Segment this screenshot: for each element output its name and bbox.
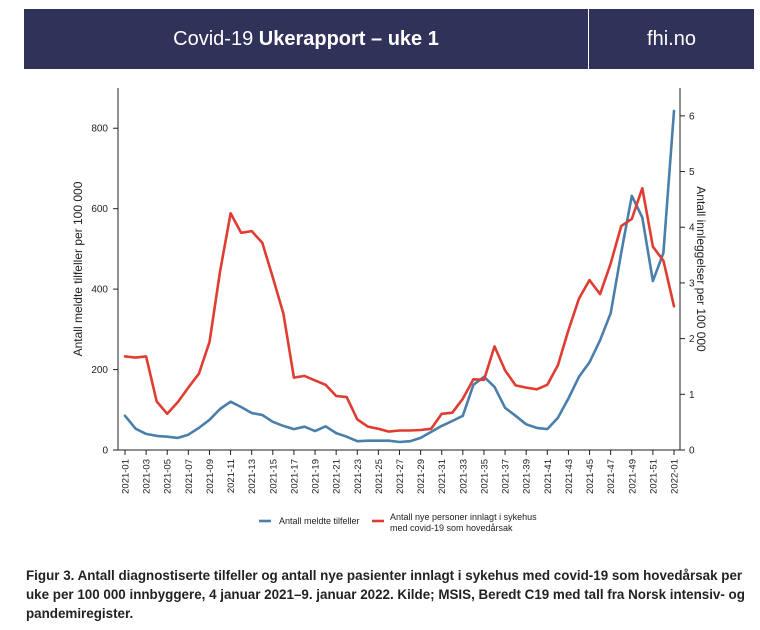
- report-title-bold: Ukerapport – uke 1: [258, 28, 439, 50]
- chart: 0 200 400 600 800 0 1 2 3 4 5 6 2021-01 2021-03 2021-0…: [71, 88, 708, 533]
- series-line-hospitalizations: [123, 186, 676, 433]
- left-y-tick-label: 200: [91, 365, 108, 376]
- header-banner: Covid-19 Ukerapport – uke 1 fhi.no: [24, 9, 754, 69]
- legend-hosp-label-line1: Antall nye personer innlagt i sykehus: [390, 512, 537, 522]
- x-tick-label: 2021-49: [627, 459, 638, 494]
- right-y-tick-label: 1: [689, 390, 695, 401]
- x-tick-label: 2021-51: [648, 459, 659, 494]
- left-y-axis-title: Antall meldte tilfeller per 100 000: [71, 181, 85, 356]
- site-name: fhi.no: [647, 28, 696, 50]
- report-title: Covid-19 Ukerapport – uke 1: [24, 9, 588, 69]
- x-tick-label: 2021-21: [332, 459, 343, 494]
- series-layer: [123, 109, 676, 444]
- x-tick-label: 2021-19: [311, 459, 322, 494]
- x-tick-label: 2021-39: [522, 459, 533, 494]
- right-y-tick-label: 6: [689, 111, 695, 122]
- left-y-tick-label: 0: [102, 446, 108, 457]
- left-y-tick-label: 600: [91, 204, 108, 215]
- x-tick-label: 2021-25: [374, 459, 385, 494]
- x-tick-label: 2021-31: [437, 459, 448, 494]
- axes-layer: 0 200 400 600 800 0 1 2 3 4 5 6 2021-01 2021-03 2021-0…: [71, 88, 708, 494]
- x-tick-label: 2021-09: [205, 459, 216, 494]
- x-tick-label: 2021-29: [416, 459, 427, 494]
- x-tick-label: 2021-05: [163, 459, 174, 494]
- left-y-tick-label: 800: [91, 124, 108, 135]
- legend: Antall meldte tilfeller Antall nye perso…: [259, 512, 537, 533]
- x-tick-label: 2021-43: [564, 459, 575, 494]
- x-tick-label: 2021-17: [289, 459, 300, 494]
- x-tick-label: 2021-07: [184, 459, 195, 494]
- report-title-prefix: Covid-19: [173, 28, 259, 50]
- banner-divider: [588, 9, 589, 69]
- legend-cases-label: Antall meldte tilfeller: [279, 516, 360, 526]
- right-y-tick-label: 4: [689, 223, 695, 234]
- x-tick-label: 2021-33: [458, 459, 469, 494]
- x-tick-label: 2021-13: [247, 459, 258, 494]
- x-tick-label: 2021-35: [479, 459, 490, 494]
- x-tick-label: 2021-23: [353, 459, 364, 494]
- right-y-tick-label: 3: [689, 278, 695, 289]
- x-tick-label: 2021-27: [395, 459, 406, 494]
- x-tick-label: 2022-01: [670, 459, 681, 494]
- right-y-axis-title: Antall innleggelser per 100 000: [694, 186, 708, 352]
- right-y-tick-label: 5: [689, 167, 695, 178]
- x-tick-label: 2021-45: [585, 459, 596, 494]
- x-tick-label: 2021-11: [226, 459, 237, 493]
- legend-hosp-label-line2: med covid-19 som hovedårsak: [390, 523, 513, 533]
- x-tick-label: 2021-41: [543, 459, 554, 494]
- x-tick-label: 2021-15: [268, 459, 279, 494]
- series-line-cases: [123, 109, 676, 444]
- x-tick-label: 2021-01: [121, 459, 132, 494]
- figure-caption: Figur 3. Antall diagnostiserte tilfeller…: [26, 568, 745, 621]
- right-y-tick-label: 2: [689, 334, 695, 345]
- x-tick-label: 2021-03: [142, 459, 153, 494]
- x-tick-label: 2021-37: [501, 459, 512, 494]
- left-y-tick-label: 400: [91, 285, 108, 296]
- right-y-tick-label: 0: [689, 446, 695, 457]
- x-tick-label: 2021-47: [606, 459, 617, 494]
